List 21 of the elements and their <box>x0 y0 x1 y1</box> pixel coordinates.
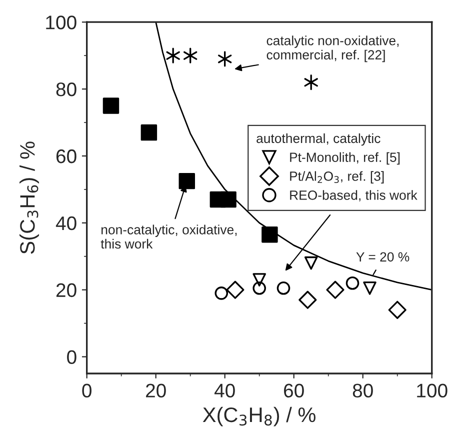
x-tick-label: 100 <box>417 384 448 398</box>
x-tick-label: 60 <box>284 384 304 398</box>
y-tick-label: 80 <box>56 82 76 96</box>
y-axis-title: S(C$_{3}$H$_{6}$) / % <box>20 142 39 254</box>
legend-label: REO-based, this work <box>290 190 418 202</box>
y-tick-label: 20 <box>56 283 76 298</box>
legend-title: autothermal, catalytic <box>256 133 380 146</box>
legend-label: Pt-Monolith, ref. [5] <box>290 152 400 165</box>
y-tick-label: 40 <box>56 216 76 230</box>
y-tick-label: 0 <box>67 350 76 364</box>
x-tick-label: 80 <box>352 384 373 398</box>
annotation: catalytic non-oxidative, commercial, ref. [22] <box>266 36 399 62</box>
annotation: Y = 20 % <box>356 252 410 262</box>
x-tick-label: 0 <box>82 384 92 398</box>
x-tick-label: 40 <box>214 384 235 398</box>
x-axis-title: X(C$_{3}$H$_{8}$) / % <box>202 406 316 426</box>
x-tick-label: 20 <box>146 384 166 398</box>
y-tick-label: 100 <box>46 16 76 30</box>
annotation: non-catalytic, oxidative, this work <box>100 224 237 249</box>
y-tick-label: 60 <box>56 149 76 164</box>
legend-label: Pt/Al$_{2}$O$_{3}$, ref. [3] <box>290 171 384 184</box>
